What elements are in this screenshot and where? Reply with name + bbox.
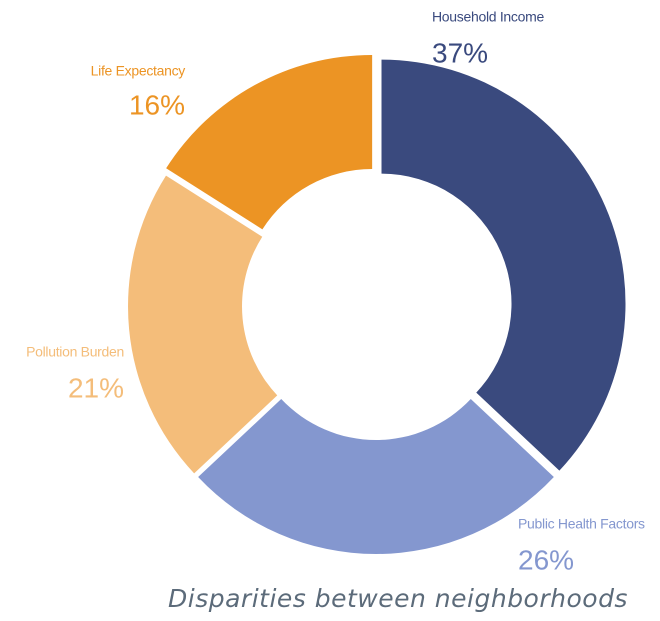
segment-value: 21% [68, 372, 124, 403]
segment-value: 16% [129, 89, 185, 120]
segment-label: Public Health Factors [518, 516, 645, 532]
donut-segment [381, 59, 626, 471]
segment-label: Pollution Burden [26, 344, 124, 360]
segment-label: Life Expectancy [91, 63, 186, 79]
donut-segment [128, 175, 278, 474]
donut-segment [166, 54, 373, 230]
segment-label: Household Income [432, 9, 544, 25]
segment-value: 37% [432, 37, 488, 68]
chart-caption: Disparities between neighborhoods [168, 584, 628, 613]
donut-segment [198, 398, 554, 554]
segment-value: 26% [518, 544, 574, 575]
